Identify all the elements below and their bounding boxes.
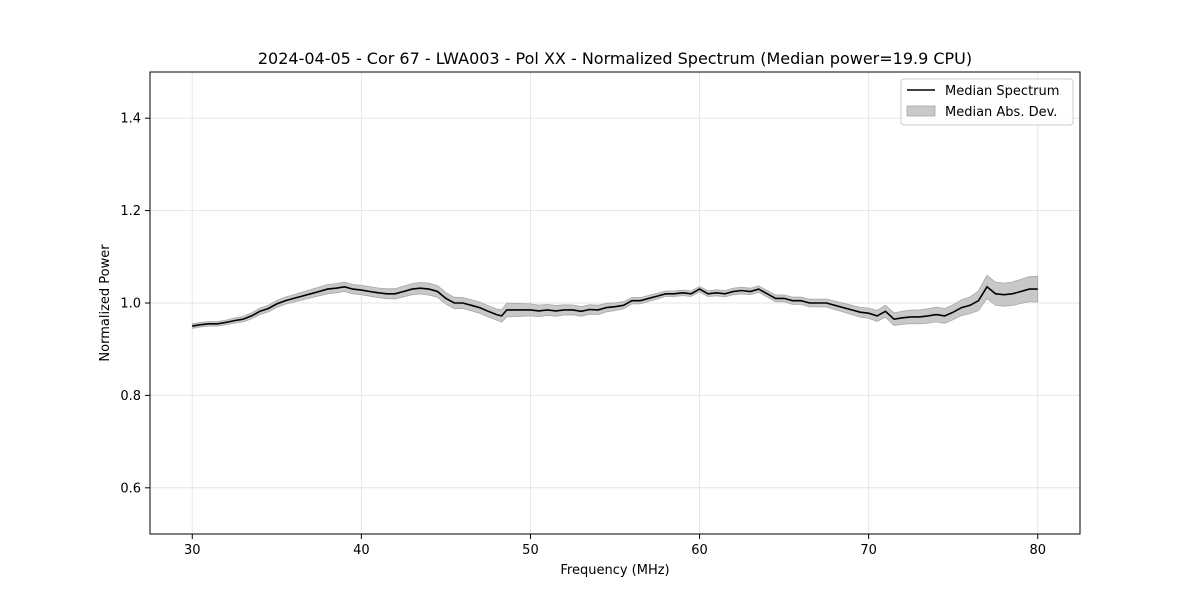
legend-label-median-spectrum: Median Spectrum	[945, 84, 1059, 99]
x-tick-label-5: 80	[1029, 543, 1046, 558]
x-tick-label-1: 40	[353, 543, 370, 558]
x-tick-label-4: 70	[860, 543, 877, 558]
y-tick-label-1: 0.8	[120, 389, 141, 404]
gridlines	[150, 72, 1080, 534]
y-tick-label-2: 1.0	[120, 297, 141, 312]
x-tick-label-0: 30	[184, 543, 201, 558]
legend-band-swatch	[906, 105, 936, 117]
x-tick-label-3: 60	[691, 543, 708, 558]
y-tick-label-0: 0.6	[120, 481, 141, 496]
x-tick-label-2: 50	[522, 543, 539, 558]
y-axis-ticks: 0.6 0.8 1.0 1.2 1.4	[120, 112, 150, 496]
median-abs-dev-band	[191, 274, 1039, 329]
y-tick-label-4: 1.4	[120, 112, 141, 127]
chart-title: 2024-04-05 - Cor 67 - LWA003 - Pol XX - …	[258, 49, 972, 68]
median-spectrum-line	[192, 285, 1038, 327]
y-axis-label: Normalized Power	[98, 244, 113, 362]
legend-label-median-abs-dev: Median Abs. Dev.	[945, 105, 1057, 120]
x-axis-label: Frequency (MHz)	[560, 563, 669, 578]
x-axis-ticks: 30 40 50 60 70 80	[184, 534, 1046, 558]
legend: Median Spectrum Median Abs. Dev.	[900, 78, 1074, 126]
legend-box	[900, 78, 1074, 126]
y-tick-label-3: 1.2	[120, 204, 141, 219]
